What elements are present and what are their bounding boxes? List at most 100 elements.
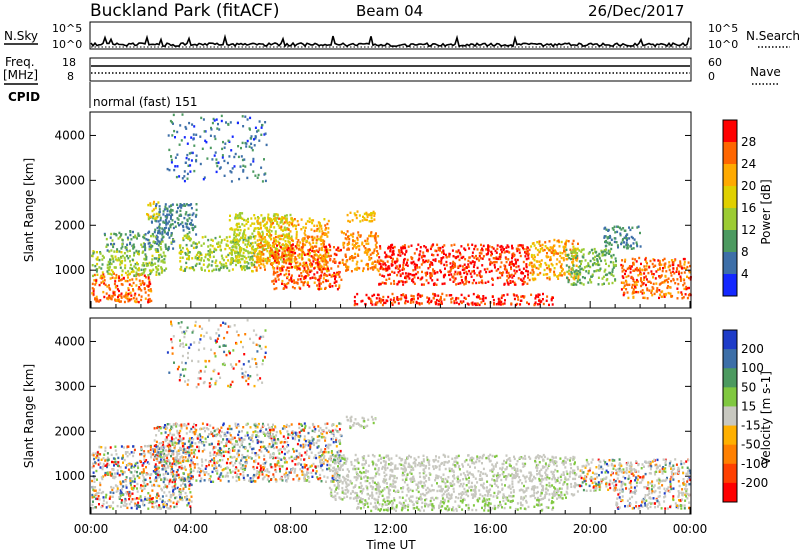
data-cell <box>104 279 106 281</box>
data-cell <box>220 479 222 481</box>
data-cell <box>551 298 553 300</box>
data-cell <box>220 267 222 269</box>
data-cell <box>145 258 147 260</box>
data-cell <box>443 244 445 246</box>
data-cell <box>200 259 202 261</box>
data-cell <box>323 263 325 265</box>
data-cell <box>309 427 311 429</box>
data-cell <box>110 505 112 507</box>
data-cell <box>428 298 430 300</box>
data-cell <box>630 271 632 273</box>
data-cell <box>394 301 396 303</box>
data-cell <box>593 270 595 272</box>
data-cell <box>605 274 607 276</box>
data-cell <box>329 245 331 247</box>
data-cell <box>325 233 327 235</box>
data-cell <box>288 270 290 272</box>
data-cell <box>499 253 501 255</box>
data-cell <box>561 274 563 276</box>
data-cell <box>193 247 195 249</box>
data-cell <box>423 283 425 285</box>
data-cell <box>589 278 591 280</box>
data-cell <box>144 487 146 489</box>
data-cell <box>224 147 226 149</box>
data-cell <box>114 277 116 279</box>
data-cell <box>356 263 358 265</box>
data-cell <box>660 275 662 277</box>
data-cell <box>136 483 138 485</box>
data-cell <box>311 236 313 238</box>
data-cell <box>266 262 268 264</box>
data-cell <box>487 252 489 254</box>
data-cell <box>608 265 610 267</box>
data-cell <box>287 276 289 278</box>
data-cell <box>668 292 670 294</box>
data-cell <box>277 236 279 238</box>
data-cell <box>285 246 287 248</box>
data-cell <box>324 448 326 450</box>
data-cell <box>307 237 309 239</box>
data-cell <box>111 461 113 463</box>
data-cell <box>475 245 477 247</box>
data-cell <box>320 427 322 429</box>
data-cell <box>379 245 381 247</box>
data-cell <box>428 302 430 304</box>
data-cell <box>476 274 478 276</box>
data-cell <box>158 229 160 231</box>
data-cell <box>111 273 113 275</box>
data-cell <box>406 262 408 264</box>
data-cell <box>680 276 682 278</box>
data-cell <box>304 232 306 234</box>
data-cell <box>129 267 131 269</box>
data-cell <box>446 264 448 266</box>
data-cell <box>624 259 626 261</box>
data-cell <box>325 260 327 262</box>
data-cell <box>659 262 661 264</box>
data-cell <box>501 251 503 253</box>
data-cell <box>137 490 139 492</box>
data-cell <box>671 259 673 261</box>
data-cell <box>483 245 485 247</box>
data-cell <box>640 245 642 247</box>
data-cell <box>297 239 299 241</box>
data-cell <box>168 227 170 229</box>
data-cell <box>347 220 349 222</box>
data-cell <box>139 280 141 282</box>
data-cell <box>307 281 309 283</box>
data-cell <box>313 273 315 275</box>
data-cell <box>136 487 138 489</box>
data-cell <box>286 218 288 220</box>
data-cell <box>92 501 94 503</box>
data-cell <box>185 162 187 164</box>
data-cell <box>99 284 101 286</box>
data-cell <box>354 304 356 306</box>
data-cell <box>345 233 347 235</box>
data-cell <box>190 136 192 138</box>
data-cell <box>445 261 447 263</box>
data-cell <box>232 249 234 251</box>
data-cell <box>129 273 131 275</box>
data-cell <box>436 299 438 301</box>
data-cell <box>572 243 574 245</box>
data-cell <box>189 251 191 253</box>
data-cell <box>477 303 479 305</box>
data-cell <box>354 244 356 246</box>
data-cell <box>94 506 96 508</box>
data-cell <box>610 261 612 263</box>
data-cell <box>172 203 174 205</box>
data-cell <box>640 285 642 287</box>
data-cell <box>623 292 625 294</box>
data-cell <box>288 257 290 259</box>
data-cell <box>230 149 232 151</box>
data-cell <box>313 225 315 227</box>
data-cell <box>244 260 246 262</box>
data-cell <box>325 263 327 265</box>
data-cell <box>203 259 205 261</box>
data-cell <box>327 227 329 229</box>
data-cell <box>114 283 116 285</box>
data-cell <box>341 231 343 233</box>
data-cell <box>200 252 202 254</box>
data-cell <box>455 250 457 252</box>
data-cell <box>179 459 181 461</box>
data-cell <box>220 249 222 251</box>
